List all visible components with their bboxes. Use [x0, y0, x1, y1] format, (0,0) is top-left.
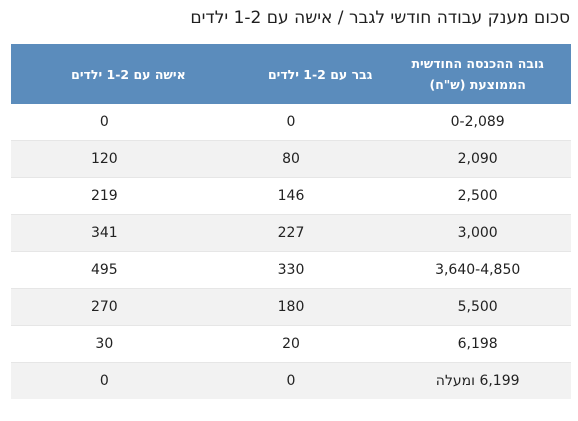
page-title: סכום מענק עבודה חודשי לגבר / אישה עם 1-2… [190, 8, 570, 28]
cell-income: 0-2,089 [384, 104, 571, 141]
table-header-row: גובה ההכנסה החודשית הממוצעת (ש"ח) גבר עם… [11, 44, 571, 104]
cell-income: 6,198 [384, 325, 571, 363]
table-row: 3,000 227 341 [11, 214, 571, 252]
cell-woman: 120 [11, 140, 198, 178]
header-income: גובה ההכנסה החודשית הממוצעת (ש"ח) [384, 44, 571, 104]
cell-man: 146 [197, 177, 385, 215]
cell-income: 3,640-4,850 [384, 251, 571, 289]
cell-income: 2,500 [384, 177, 571, 215]
cell-man: 80 [197, 140, 385, 178]
table-row: 5,500 180 270 [11, 288, 571, 326]
cell-man: 20 [197, 325, 385, 363]
cell-woman: 219 [11, 177, 198, 215]
grant-table: גובה ההכנסה החודשית הממוצעת (ש"ח) גבר עם… [11, 44, 571, 399]
cell-income: 6,199 ומעלה [384, 362, 571, 399]
table-row: 0-2,089 0 0 [11, 104, 571, 141]
header-man: גבר עם 1-2 ילדים [197, 44, 385, 104]
table-row: 2,500 146 219 [11, 177, 571, 215]
cell-man: 180 [197, 288, 385, 326]
cell-income: 2,090 [384, 140, 571, 178]
header-income-label: גובה ההכנסה החודשית הממוצעת (ש"ח) [411, 56, 544, 92]
table-row: 6,199 ומעלה 0 0 [11, 362, 571, 399]
cell-woman: 0 [11, 104, 198, 141]
header-woman: אישה עם 1-2 ילדים [11, 44, 198, 104]
header-woman-label: אישה עם 1-2 ילדים [71, 66, 186, 82]
cell-woman: 341 [11, 214, 198, 252]
cell-man: 330 [197, 251, 385, 289]
cell-woman: 270 [11, 288, 198, 326]
cell-man: 0 [197, 104, 385, 141]
header-man-label: גבר עם 1-2 ילדים [267, 66, 373, 82]
table-row: 6,198 20 30 [11, 325, 571, 363]
table-row: 3,640-4,850 330 495 [11, 251, 571, 289]
table-row: 2,090 80 120 [11, 140, 571, 178]
cell-man: 227 [197, 214, 385, 252]
cell-income: 3,000 [384, 214, 571, 252]
cell-woman: 0 [11, 362, 198, 399]
cell-woman: 495 [11, 251, 198, 289]
cell-man: 0 [197, 362, 385, 399]
cell-woman: 30 [11, 325, 198, 363]
cell-income: 5,500 [384, 288, 571, 326]
